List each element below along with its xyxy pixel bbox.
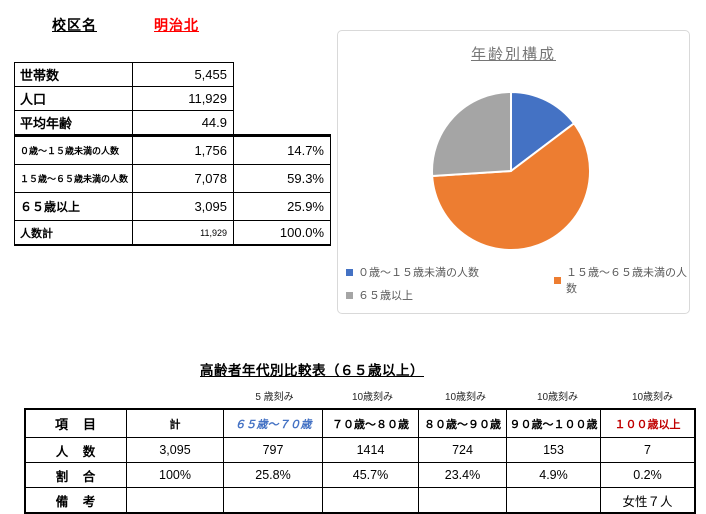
remarks-cell: 女性７人 — [600, 487, 696, 514]
legend-swatch-orange — [554, 276, 561, 284]
interval-label: 10歳刻み — [536, 392, 579, 403]
age-row-percent: 59.3% — [233, 164, 331, 193]
legend-swatch-gray — [346, 291, 353, 299]
header-range-65-70: ６５歳～７０歳 — [223, 408, 323, 438]
pie-slice-65-plus — [431, 91, 512, 177]
interval-label: 10歳刻み — [351, 392, 394, 403]
remarks-cell — [506, 487, 601, 514]
age-row-count: 7,078 — [132, 164, 234, 193]
age-row-label: ０歳～１５歳未満の人数 — [14, 134, 133, 165]
table-row: ０歳～１５歳未満の人数 1,756 14.7% — [14, 134, 331, 165]
ratio-cell: 23.4% — [418, 462, 507, 488]
legend-swatch-blue — [346, 268, 353, 276]
pie-slice-0-15 — [510, 91, 576, 172]
elderly-comparison-table: 項 目 計 ６５歳～７０歳 ７０歳～８０歳 ８０歳～９０歳 ９０歳～１００歳 １… — [24, 408, 696, 514]
age-total-label: 人数計 — [14, 220, 133, 246]
legend-item: ０歳～１５歳未満の人数 — [346, 264, 479, 280]
summary-row-label: 人口 — [14, 86, 133, 111]
empty-cell — [234, 63, 331, 87]
ratio-cell: 45.7% — [322, 462, 419, 488]
age-row-percent: 14.7% — [233, 134, 331, 165]
count-cell: 724 — [418, 437, 507, 463]
header-total: 計 — [126, 408, 224, 438]
ratio-cell: 0.2% — [600, 462, 696, 488]
table-row: 備 考 女性７人 — [24, 487, 696, 514]
empty-cell — [234, 111, 331, 136]
legend-label: １５歳～６５歳未満の人数 — [566, 267, 687, 295]
header-range-70-80: ７０歳～８０歳 — [322, 408, 419, 438]
row-label: 人 数 — [24, 437, 127, 463]
remarks-cell — [322, 487, 419, 514]
age-row-label: ６５歳以上 — [14, 192, 133, 221]
age-composition-chart: 年齢別構成 ０歳～１５歳未満の人数 １５歳～６５歳未満の人数 ６５歳以上 — [337, 30, 690, 314]
chart-title: 年齢別構成 — [470, 46, 556, 63]
header-range-90-100: ９０歳～１００歳 — [506, 408, 601, 438]
summary-row-value: 5,455 — [132, 62, 234, 87]
table-header-row: 項 目 計 ６５歳～７０歳 ７０歳～８０歳 ８０歳～９０歳 ９０歳～１００歳 １… — [24, 408, 696, 438]
age-row-percent: 25.9% — [233, 192, 331, 221]
age-total-count: 11,929 — [132, 220, 234, 246]
age-row-label: １５歳～６５歳未満の人数 — [14, 164, 133, 193]
row-label: 割 合 — [24, 462, 127, 488]
table-row: 人数計 11,929 100.0% — [14, 220, 331, 246]
interval-label: 10歳刻み — [631, 392, 674, 403]
summary-row-value: 11,929 — [132, 86, 234, 111]
summary-row-label: 平均年齢 — [14, 110, 133, 136]
ratio-cell: 4.9% — [506, 462, 601, 488]
interval-label: 10歳刻み — [444, 392, 487, 403]
empty-cell — [234, 87, 331, 111]
age-total-percent: 100.0% — [233, 220, 331, 246]
district-name-label: 校区名 — [52, 17, 97, 33]
summary-row-value: 44.9 — [132, 110, 234, 136]
table-row: 平均年齢 44.9 — [14, 110, 331, 136]
count-cell: 153 — [506, 437, 601, 463]
table-row: ６５歳以上 3,095 25.9% — [14, 192, 331, 221]
age-row-count: 1,756 — [132, 134, 234, 165]
remarks-cell — [126, 487, 224, 514]
row-label: 備 考 — [24, 487, 127, 514]
summary-row-label: 世帯数 — [14, 62, 133, 87]
legend-label: ６５歳以上 — [358, 290, 413, 302]
ratio-total: 100% — [126, 462, 224, 488]
header-range-100-plus: １００歳以上 — [600, 408, 696, 438]
pie-slice-15-65 — [431, 122, 592, 252]
table-row: １５歳～６５歳未満の人数 7,078 59.3% — [14, 164, 331, 193]
count-total: 3,095 — [126, 437, 224, 463]
count-cell: 797 — [223, 437, 323, 463]
table-row: 割 合 100% 25.8% 45.7% 23.4% 4.9% 0.2% — [24, 462, 696, 488]
header-item: 項 目 — [24, 408, 127, 438]
table-row: 人 数 3,095 797 1414 724 153 7 — [24, 437, 696, 463]
remarks-cell — [223, 487, 323, 514]
table-row: 世帯数 5,455 — [14, 62, 331, 87]
district-name-value: 明治北 — [154, 17, 199, 33]
legend-label: ０歳～１５歳未満の人数 — [358, 267, 479, 279]
count-cell: 7 — [600, 437, 696, 463]
legend-item: ６５歳以上 — [346, 287, 413, 303]
count-cell: 1414 — [322, 437, 419, 463]
summary-table: 世帯数 5,455 人口 11,929 平均年齢 44.9 ０歳～１５歳未満の人… — [14, 62, 331, 246]
age-row-count: 3,095 — [132, 192, 234, 221]
legend-item: １５歳～６５歳未満の人数 — [554, 264, 689, 296]
remarks-cell — [418, 487, 507, 514]
interval-label: 5 歳刻み — [255, 392, 294, 403]
ratio-cell: 25.8% — [223, 462, 323, 488]
header-range-80-90: ８０歳～９０歳 — [418, 408, 507, 438]
elderly-table-title: 高齢者年代別比較表（６５歳以上） — [200, 363, 424, 378]
table-row: 人口 11,929 — [14, 86, 331, 111]
pie-chart — [431, 91, 592, 252]
